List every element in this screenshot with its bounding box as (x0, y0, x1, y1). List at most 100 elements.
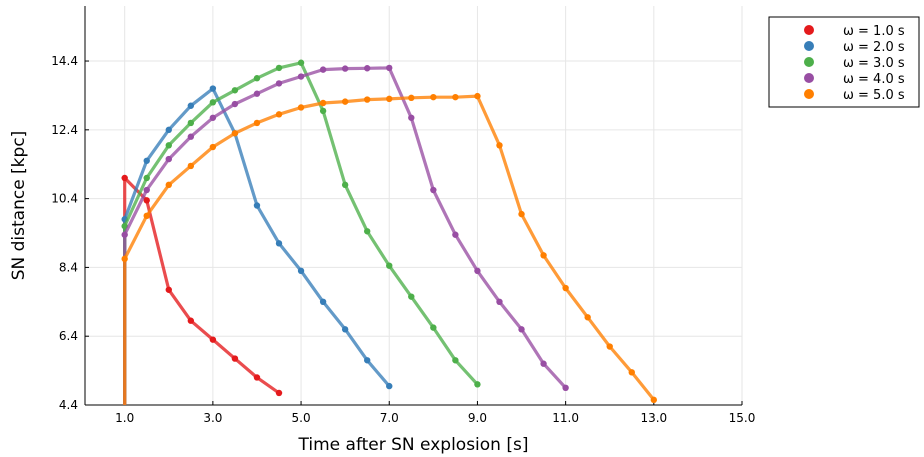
data-point (562, 284, 569, 292)
data-point (606, 343, 613, 350)
data-point (143, 157, 150, 164)
data-point (209, 99, 217, 106)
data-point (496, 142, 503, 149)
data-point (584, 314, 591, 321)
data-point (121, 222, 128, 230)
data-point (253, 119, 261, 127)
data-point (297, 104, 305, 111)
series-line (123, 94, 656, 405)
data-point (408, 94, 415, 102)
x-tick-label: 9.0 (468, 411, 487, 425)
data-point (562, 384, 569, 392)
legend-marker (804, 57, 814, 67)
data-point (121, 231, 128, 238)
data-point (319, 298, 327, 306)
data-point (253, 90, 261, 97)
data-point (386, 95, 393, 103)
y-axis-title: SN distance [kpc] (9, 131, 29, 281)
series-3 (121, 59, 481, 405)
data-point (209, 85, 217, 92)
data-point (231, 130, 239, 137)
series (121, 59, 658, 405)
data-point (518, 210, 525, 218)
data-point (165, 126, 172, 134)
data-point (143, 197, 150, 204)
data-point (430, 324, 437, 331)
legend-marker (804, 89, 814, 99)
data-point (143, 212, 150, 220)
data-point (187, 102, 195, 109)
data-point (209, 336, 217, 343)
data-point (253, 75, 261, 82)
data-point (386, 64, 393, 72)
y-tick-label: 8.4 (59, 260, 78, 274)
legend-label: ω = 1.0 s (843, 24, 905, 39)
legend-label: ω = 2.0 s (843, 40, 905, 55)
data-point (165, 142, 172, 149)
axes (84, 6, 742, 406)
data-point (341, 65, 349, 72)
data-point (209, 114, 217, 121)
data-point (518, 326, 525, 333)
y-tick-label: 14.4 (51, 54, 78, 68)
data-point (231, 100, 239, 108)
series-line (123, 66, 567, 405)
data-point (341, 181, 349, 189)
y-tick-label: 10.4 (51, 192, 78, 206)
data-point (231, 355, 239, 362)
x-tick-label: 1.0 (115, 411, 134, 425)
data-point (187, 162, 195, 170)
data-point (231, 87, 239, 94)
data-point (496, 298, 503, 306)
data-point (121, 255, 128, 263)
data-point (364, 357, 371, 364)
data-point (253, 202, 261, 209)
data-point (474, 92, 481, 100)
legend-marker (804, 41, 814, 51)
data-point (319, 66, 327, 73)
series-line (123, 61, 479, 405)
legend-marker (804, 73, 814, 83)
grid (85, 6, 743, 406)
data-point (452, 93, 459, 101)
data-point (452, 357, 459, 364)
data-point (474, 381, 481, 388)
series-line (123, 86, 391, 405)
data-point (275, 240, 283, 247)
data-point (165, 181, 172, 189)
series-2 (121, 85, 393, 405)
series-1 (121, 174, 283, 405)
legend-label: ω = 4.0 s (843, 72, 905, 87)
data-point (364, 96, 371, 103)
data-point (187, 119, 195, 127)
data-point (430, 186, 437, 194)
legend-box (768, 16, 920, 108)
series-5 (121, 92, 658, 405)
data-point (386, 262, 393, 269)
data-point (452, 231, 459, 238)
data-point (143, 186, 150, 194)
data-point (650, 396, 658, 404)
x-tick-label: 3.0 (203, 411, 222, 425)
data-point (187, 317, 195, 324)
data-point (275, 80, 283, 87)
data-point (297, 73, 305, 80)
data-point (408, 293, 415, 300)
y-tick-label: 4.4 (59, 398, 78, 412)
y-ticks: 4.4 6.4 8.4 10.4 12.4 14.4 (51, 54, 89, 412)
data-point (275, 389, 283, 397)
y-tick-label: 6.4 (59, 329, 78, 343)
data-point (474, 267, 481, 275)
legend-marker (804, 25, 814, 35)
data-point (364, 65, 371, 72)
data-point (341, 98, 349, 105)
x-ticks: 1.0 3.0 5.0 7.0 9.0 11.0 13.0 15.0 (115, 401, 755, 425)
x-tick-label: 7.0 (380, 411, 399, 425)
data-point (209, 143, 217, 151)
data-point (319, 99, 327, 107)
data-point (341, 326, 349, 333)
data-point (297, 267, 305, 275)
x-tick-label: 5.0 (292, 411, 311, 425)
y-tick-label: 12.4 (51, 123, 78, 137)
data-point (253, 374, 261, 381)
